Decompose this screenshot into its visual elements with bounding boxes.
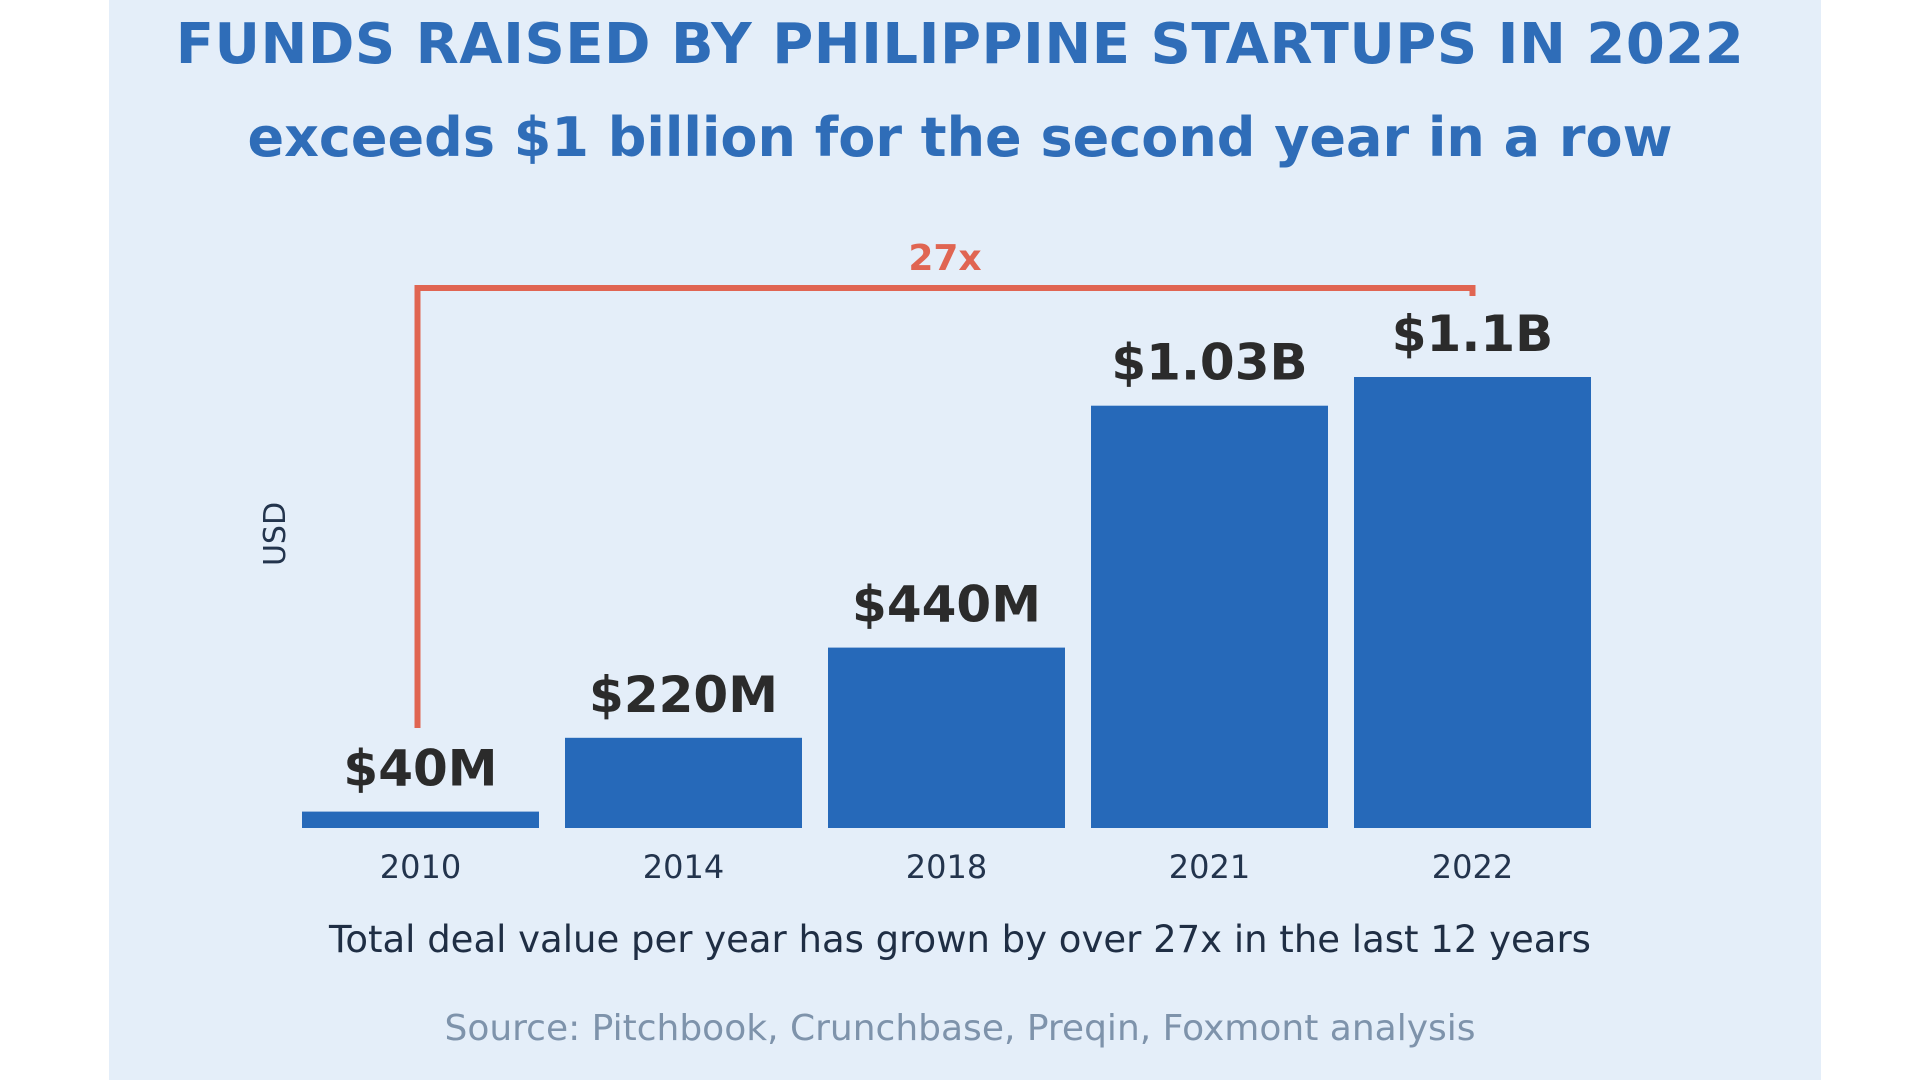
bar-2010	[302, 811, 539, 828]
bar-value-label-2010: $40M	[343, 740, 497, 798]
x-tick-2014: 2014	[643, 848, 724, 886]
growth-annotation: 27x	[414, 238, 1476, 728]
bar-value-label-2014: $220M	[589, 666, 778, 724]
bar-2014	[565, 737, 802, 828]
bar-2022	[1354, 377, 1591, 828]
bar-2018	[828, 647, 1065, 828]
bar-value-label-2018: $440M	[852, 576, 1041, 634]
y-axis-label: USD	[258, 502, 293, 566]
bar-value-label-2022: $1.1B	[1392, 305, 1553, 363]
x-tick-2010: 2010	[380, 848, 461, 886]
x-tick-2018: 2018	[906, 848, 987, 886]
chart-title: FUNDS RAISED BY PHILIPPINE STARTUPS IN 2…	[175, 12, 1745, 77]
x-tick-2022: 2022	[1432, 848, 1513, 886]
growth-annotation-label: 27x	[908, 238, 981, 279]
x-axis-tick-labels: 2010 2014 2018 2021 2022	[380, 848, 1513, 886]
bar-value-label-2021: $1.03B	[1111, 334, 1307, 392]
growth-bracket-line	[414, 285, 1476, 728]
bar-2021	[1091, 405, 1328, 828]
x-tick-2021: 2021	[1169, 848, 1250, 886]
source-note: Source: Pitchbook, Crunchbase, Preqin, F…	[444, 1008, 1476, 1049]
bar-value-labels: $40M $220M $440M $1.03B $1.1B	[343, 305, 1553, 798]
chart-subtitle: exceeds $1 billion for the second year i…	[247, 106, 1673, 169]
bars	[302, 377, 1591, 828]
chart-caption: Total deal value per year has grown by o…	[329, 918, 1591, 961]
